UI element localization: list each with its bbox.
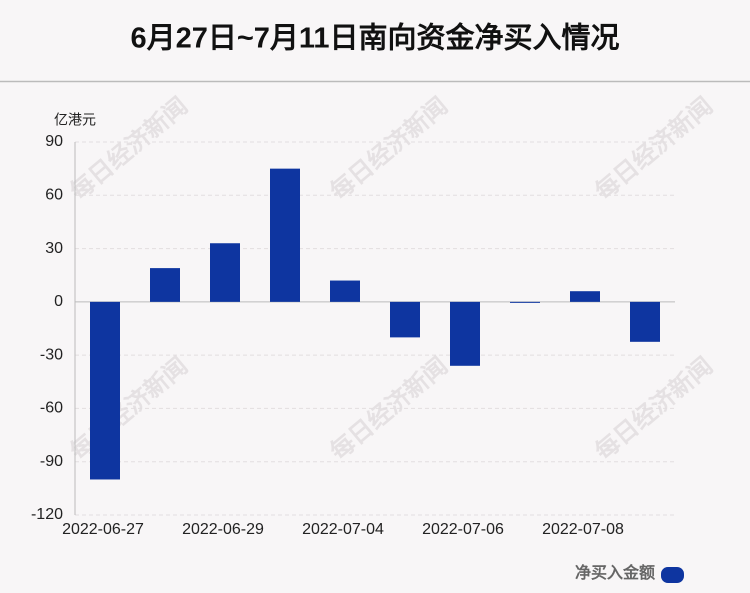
y-tick-label: -120	[31, 506, 63, 523]
y-tick-label: 90	[45, 133, 63, 150]
chart-title: 6月27日~7月11日南向资金净买入情况	[130, 21, 619, 55]
y-tick-label: -90	[40, 453, 63, 470]
x-tick-label: 2022-07-06	[422, 521, 504, 538]
legend-swatch	[661, 567, 684, 583]
y-tick-label: -30	[40, 346, 63, 363]
x-tick-label: 2022-07-04	[302, 521, 384, 538]
y-tick-label: 30	[45, 240, 63, 257]
bar	[150, 268, 180, 302]
bar	[570, 291, 600, 302]
y-tick-label: -60	[40, 400, 63, 417]
y-unit: 亿港元	[54, 112, 96, 128]
bar	[90, 301, 120, 480]
bar	[630, 301, 660, 342]
bar	[330, 280, 360, 302]
bar	[210, 243, 240, 302]
legend-label: 净买入金额	[575, 563, 655, 582]
bar	[450, 301, 480, 366]
x-tick-label: 2022-06-29	[182, 521, 264, 538]
y-tick-label: 60	[45, 187, 63, 204]
bar	[270, 168, 300, 302]
y-tick-label: 0	[54, 293, 63, 310]
x-tick-label: 2022-07-08	[542, 521, 624, 538]
x-tick-label: 2022-06-27	[62, 521, 144, 538]
bar	[510, 301, 540, 303]
bar	[390, 301, 420, 338]
